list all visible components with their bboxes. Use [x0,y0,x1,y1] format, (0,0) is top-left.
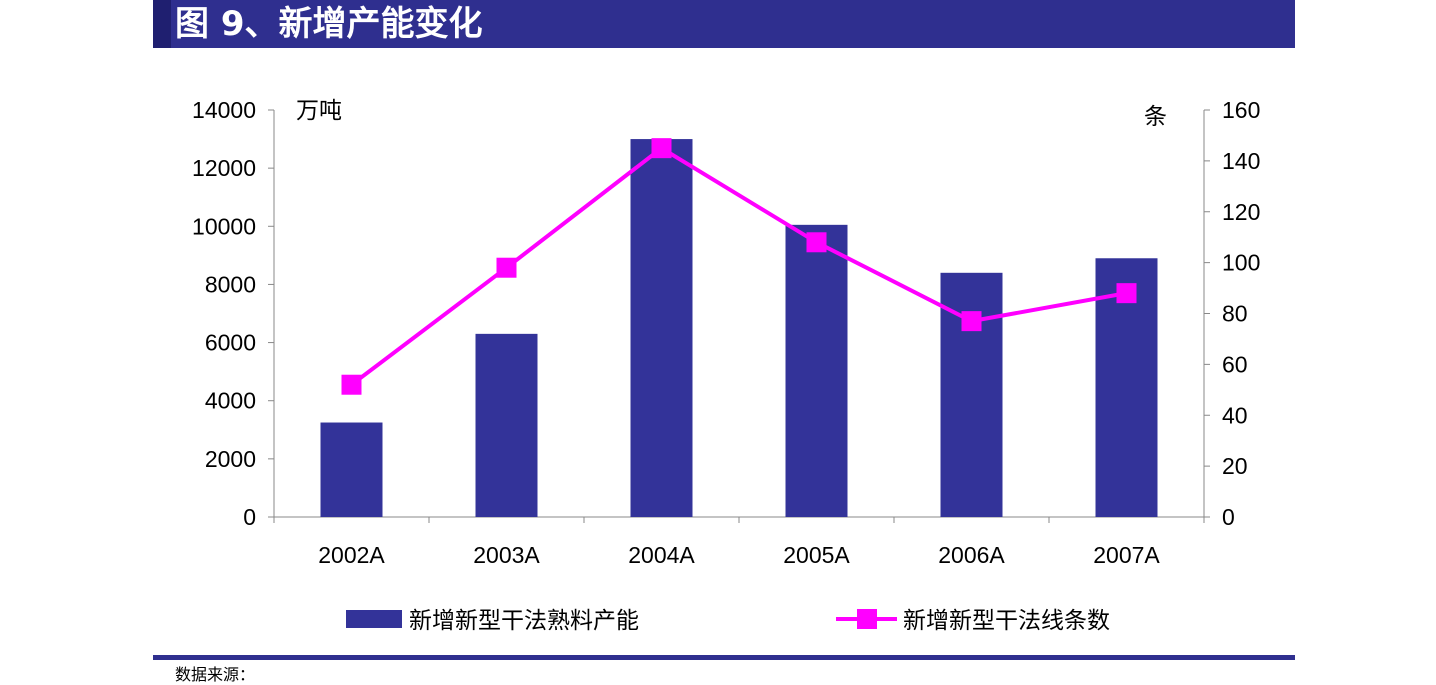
line-marker [1116,283,1137,304]
left-axis-unit: 万吨 [296,98,342,124]
x-axis-tick-label: 2004A [628,542,695,568]
legend-bar-label: 新增新型干法熟料产能 [409,608,639,634]
bottom-rule [153,655,1295,660]
left-axis-tick-label: 0 [243,504,256,530]
x-axis-tick-label: 2006A [938,542,1005,568]
left-axis-tick-label: 6000 [205,330,256,356]
bar [785,224,848,517]
left-axis-tick-label: 2000 [205,446,256,472]
right-axis-tick-label: 80 [1222,301,1248,327]
legend-line-marker [857,609,877,629]
right-axis-tick-label: 20 [1222,453,1248,479]
right-axis-tick-label: 0 [1222,504,1235,530]
series-line [350,145,1127,387]
line-marker [806,232,827,253]
bar [475,333,538,517]
line-marker [341,374,362,395]
right-axis-unit: 条 [1144,104,1167,130]
title-bar [153,0,1295,48]
x-axis-tick-label: 2003A [473,542,540,568]
left-axis-tick-label: 10000 [192,213,256,239]
right-axis-tick-label: 160 [1222,97,1260,123]
line-marker [496,257,517,278]
source-text: 数据来源： [175,665,256,684]
bar [320,422,383,517]
x-axis-tick-label: 2005A [783,542,850,568]
left-axis-tick-label: 8000 [205,271,256,297]
x-axis-tick-label: 2007A [1093,542,1160,568]
title-bar-edge [153,0,171,48]
right-axis-tick-label: 100 [1222,250,1260,276]
legend-bar-swatch [346,610,402,628]
right-axis-tick-label: 40 [1222,402,1248,428]
page-title: 图 9、新增产能变化 [175,4,483,44]
bar [630,139,693,518]
legend-line-label: 新增新型干法线条数 [903,608,1110,634]
chart: 0 2000 4000 6000 8000 10000 12000 14000 0 20 40 60 8… [192,97,1260,634]
line-marker [961,311,982,332]
right-axis-tick-label: 60 [1222,351,1248,377]
x-axis-tick-label: 2002A [318,542,385,568]
line-marker [651,138,672,159]
right-axis-tick-label: 120 [1222,199,1260,225]
left-axis-tick-label: 4000 [205,388,256,414]
left-axis-tick-label: 14000 [192,97,256,123]
left-axis-tick-label: 12000 [192,155,256,181]
right-axis-tick-label: 140 [1222,148,1260,174]
